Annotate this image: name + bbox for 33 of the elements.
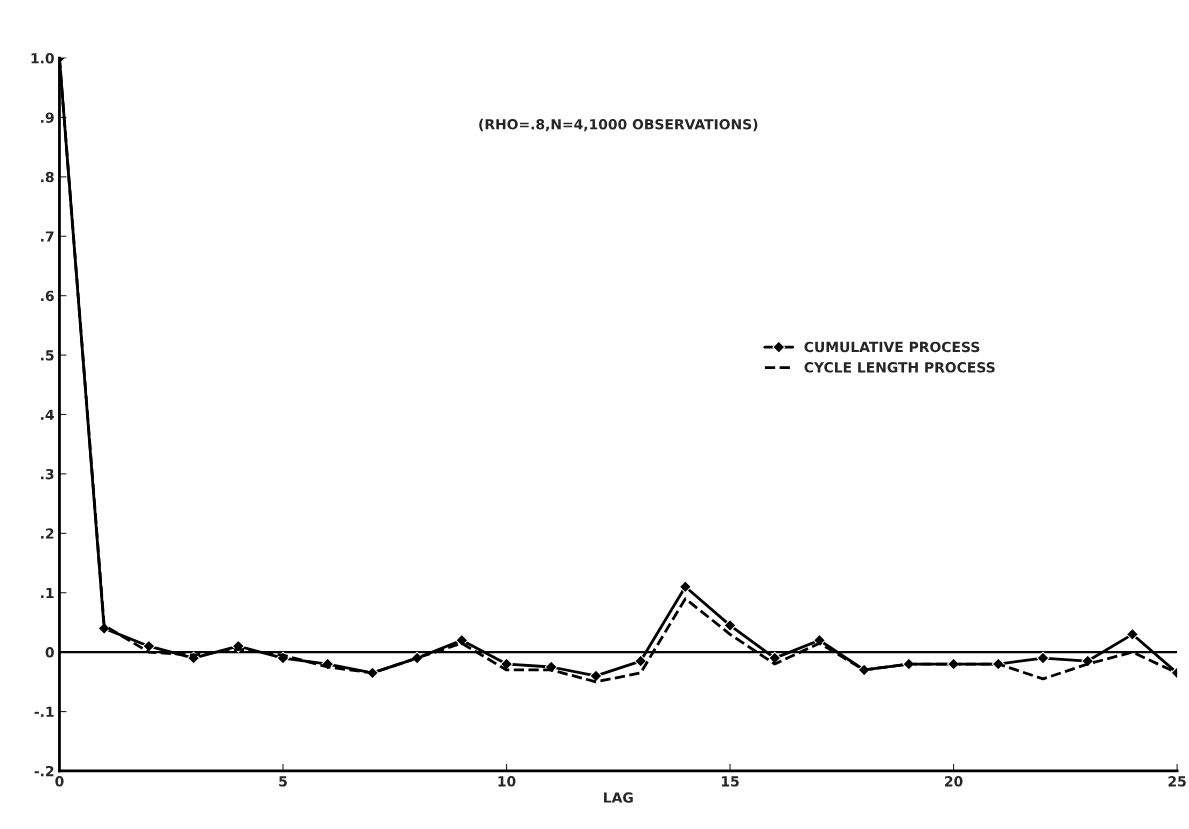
x-tick-label: 10 (498, 776, 516, 787)
point (455, 633, 469, 647)
y-tick-label: .3 (41, 468, 54, 480)
y-tick-label: 1.0 (31, 53, 54, 64)
x-axis-title: LAG (604, 792, 633, 803)
y-tick-label: -.2 (34, 765, 54, 777)
point (589, 669, 603, 683)
y-tick-label: .4 (41, 409, 54, 420)
y-tick-label: .1 (41, 587, 54, 599)
y-tick-label: .9 (41, 112, 54, 123)
legend-label: CUMULATIVE PROCESS (804, 341, 980, 353)
y-tick-label: .5 (41, 350, 54, 361)
y-tick-label: .2 (41, 528, 54, 539)
x-tick-label: 25 (1168, 776, 1186, 787)
y-tick-label: .6 (41, 290, 54, 302)
point (634, 654, 648, 668)
x-tick-label: 15 (721, 776, 739, 787)
x-tick-label: 0 (55, 776, 64, 787)
text: (RHO=.8,N=4,1000 OBSERVATIONS) (479, 118, 758, 132)
x-tick-label: 5 (279, 776, 287, 787)
point (1036, 651, 1050, 665)
point (142, 639, 156, 653)
y-tick-label: .8 (41, 171, 54, 183)
y-tick-label: .7 (41, 231, 54, 242)
point (678, 580, 692, 594)
point (1125, 627, 1139, 641)
legend-label: CYCLE LENGTH PROCESS (804, 362, 995, 373)
point (947, 657, 960, 671)
y-tick-label: 0 (45, 647, 54, 658)
y-tick-label: -.1 (34, 706, 54, 717)
point (723, 619, 737, 632)
point (500, 657, 513, 671)
x-tick-label: 20 (945, 776, 963, 787)
